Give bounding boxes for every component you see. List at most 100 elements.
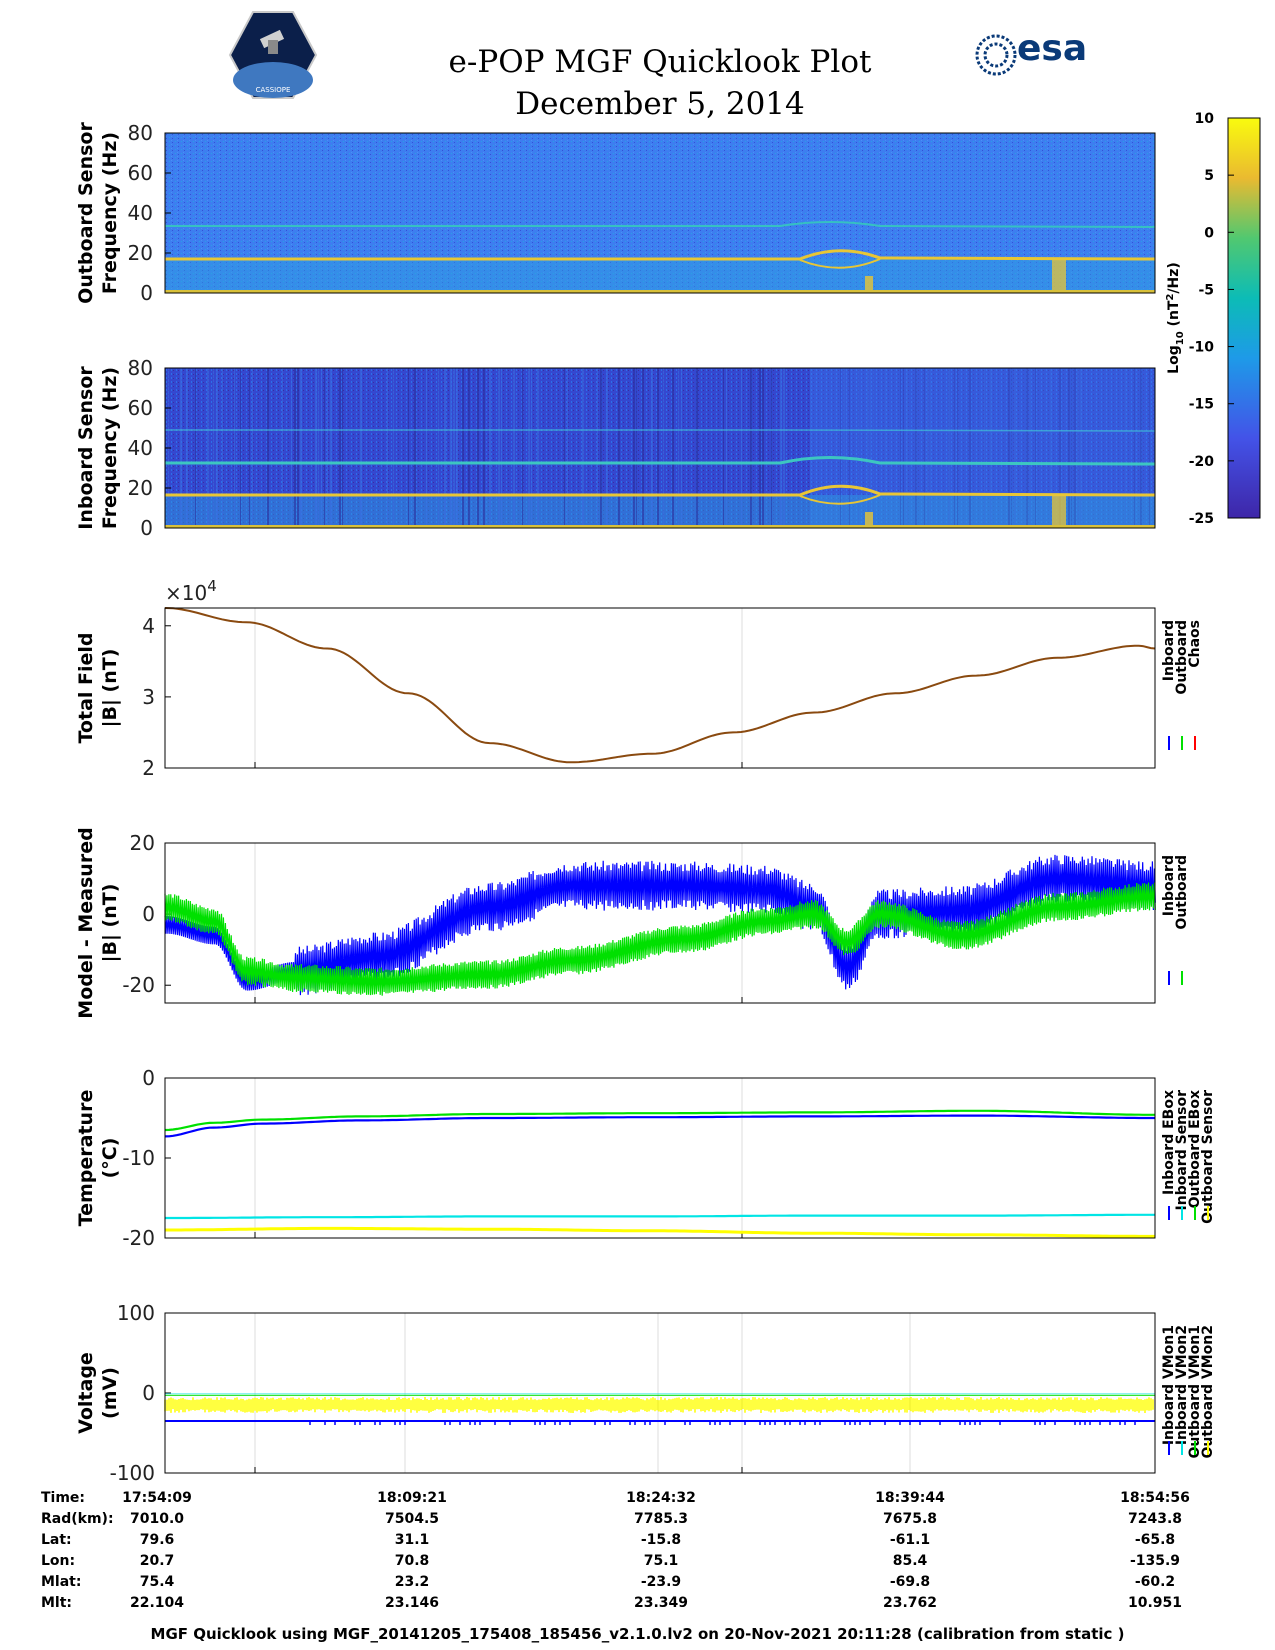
colorbar-gradient [1227, 117, 1261, 519]
eph-value: 18:39:44 [875, 1490, 945, 1506]
inboard-ylabel-line1: Inboard Sensor [75, 366, 97, 530]
inboard-stripe [324, 368, 325, 528]
total-field-plot-area [165, 608, 1155, 768]
total-field-axes-box [164, 607, 1156, 769]
eph-value: 10.951 [1127, 1595, 1183, 1611]
inboard-stripe [762, 368, 764, 528]
inboard-stripe [618, 368, 620, 528]
inboard-stripe [885, 368, 886, 528]
inboard-stripe [741, 368, 742, 528]
temperature-axes-box [164, 1077, 1156, 1239]
total-field-exponent-power: 4 [207, 577, 217, 595]
inboard-stripe [672, 368, 674, 528]
inboard-stripe [537, 368, 539, 528]
outboard-spectrogram-image [165, 133, 1155, 293]
outboard-ytick-label: 40 [128, 201, 153, 225]
eph-value: 18:09:21 [377, 1490, 447, 1506]
inboard-stripe [195, 368, 196, 528]
eph-value: -23.9 [640, 1574, 682, 1590]
model-measured-ytick-label: 0 [142, 902, 155, 926]
outboard-line-17hz [165, 249, 1156, 261]
voltage-ytick-label: 100 [117, 1301, 155, 1325]
temperature-plot-area [165, 1078, 1155, 1238]
inboard-stripe [339, 368, 341, 528]
inboard-stripe [930, 368, 931, 528]
colorbar-tick-label: 0 [1204, 225, 1214, 241]
eph-value: -15.8 [640, 1532, 682, 1548]
inboard-stripe [213, 368, 214, 528]
inboard-stripe [1074, 368, 1076, 528]
inboard-stripe [291, 368, 292, 528]
temperature-legend-label: Inboard Sensor [1174, 1090, 1190, 1211]
inboard-stripe [234, 368, 235, 528]
model-measured-axes-box [164, 842, 1156, 1004]
eph-value: 22.104 [129, 1595, 185, 1611]
inboard-stripe [780, 368, 782, 528]
temperature-ytick-label: -20 [122, 1226, 155, 1250]
colorbar-tick-label: -10 [1189, 340, 1215, 356]
inboard-stripe [327, 368, 328, 528]
ephemeris-row-lat: Lat: 79.6 31.1 -15.8 -61.1 -65.8 [0, 1532, 1275, 1552]
inboard-stripe [1011, 368, 1012, 528]
inboard-stripe [531, 368, 532, 528]
model-measured-legend-label: Outboard [1174, 855, 1190, 930]
inboard-stripe [483, 368, 485, 528]
temperature-ylabel-line2: (°C) [99, 1138, 121, 1179]
eph-value: 23.762 [882, 1595, 938, 1611]
inboard-line-17hz [165, 484, 1156, 497]
inboard-stripe [597, 368, 598, 528]
temperature-legend-label: Inboard EBox [1161, 1090, 1177, 1195]
eph-label: Time: [41, 1490, 86, 1506]
eph-label: Rad(km): [41, 1511, 114, 1527]
colorbar-label: Log10 (nT2/Hz) [1165, 262, 1186, 374]
eph-label: Lon: [41, 1553, 76, 1569]
voltage-series-inboard-vmon1-spikes [309, 1421, 1136, 1425]
inboard-stripe [990, 368, 992, 528]
eph-label: Lat: [41, 1532, 72, 1548]
inboard-stripe [444, 368, 446, 528]
eph-value: 7785.3 [633, 1511, 689, 1527]
inboard-stripe [663, 368, 664, 528]
total-field-ytick-label: 3 [142, 685, 155, 709]
inboard-stripe [207, 368, 209, 528]
voltage-axes-box [164, 1312, 1156, 1474]
colorbar-tick-label: 10 [1195, 111, 1215, 127]
ephemeris-row-lon: Lon: 20.7 70.8 75.1 85.4 -135.9 [0, 1553, 1275, 1573]
inboard-stripe [636, 368, 637, 528]
eph-value: 79.6 [139, 1532, 175, 1548]
eph-value: 17:54:09 [122, 1490, 192, 1506]
ephemeris-row-rad: Rad(km): 7010.0 7504.5 7785.3 7675.8 724… [0, 1511, 1275, 1531]
inboard-stripe [477, 368, 479, 528]
outboard-ytick-label: 20 [128, 241, 153, 265]
eph-value: 23.146 [384, 1595, 440, 1611]
inboard-stripe [606, 368, 608, 528]
eph-value: 20.7 [139, 1553, 175, 1569]
inboard-stripe [783, 368, 785, 528]
total-field-legend-label: Chaos [1187, 620, 1203, 668]
inboard-stripe [867, 368, 869, 528]
inboard-stripe [462, 368, 464, 528]
inboard-stripe [216, 368, 218, 528]
voltage-ytick-label: 0 [142, 1381, 155, 1405]
inboard-ytick-label: 20 [128, 476, 153, 500]
eph-value: 18:54:56 [1120, 1490, 1190, 1506]
voltage-ylabel-line1: Voltage [75, 1352, 97, 1434]
total-field-ytick-label: 4 [142, 614, 155, 638]
inboard-stripe [870, 368, 871, 528]
voltage-legend-label: Inboard VMon2 [1174, 1325, 1190, 1445]
eph-value: 75.1 [643, 1553, 679, 1569]
outboard-ytick-label: 0 [140, 281, 153, 305]
inboard-stripe [810, 368, 811, 528]
inboard-stripe [1035, 368, 1036, 528]
voltage-ylabel-line2: (mV) [99, 1367, 121, 1419]
inboard-stripe [282, 368, 283, 528]
inboard-stripe [726, 368, 727, 528]
inboard-line-33hz [165, 456, 1156, 466]
inboard-stripe [498, 368, 500, 528]
temperature-legend-label: Outboard EBox [1187, 1090, 1203, 1208]
inboard-stripe [1125, 368, 1126, 528]
voltage-legend-label: Outboard VMon2 [1200, 1325, 1216, 1459]
inboard-stripe [513, 368, 515, 528]
inboard-ytick-label: 40 [128, 436, 153, 460]
inboard-ytick-label: 80 [128, 356, 153, 380]
